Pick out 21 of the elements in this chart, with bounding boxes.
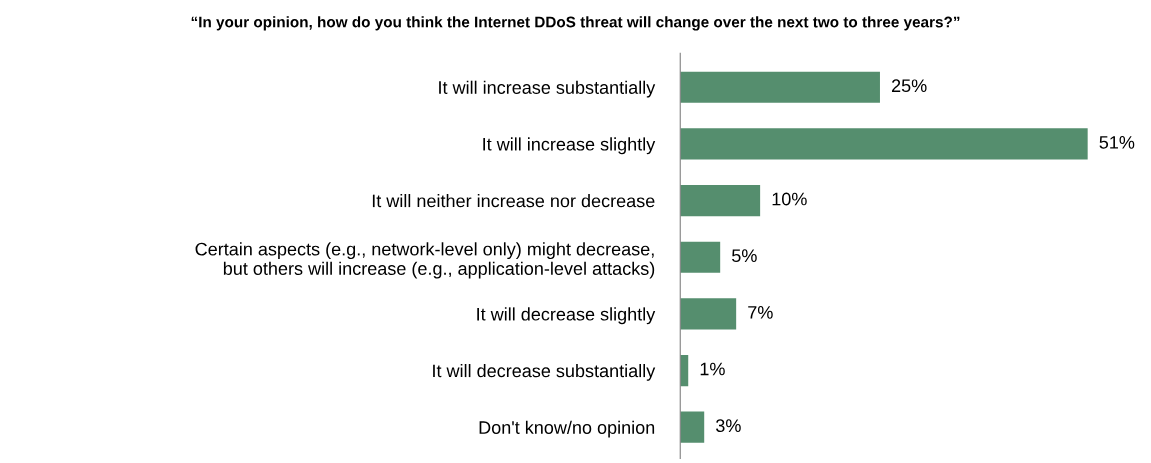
data-label: 5% — [732, 249, 757, 263]
y-tick-label: It will decrease slightly — [477, 307, 656, 325]
y-tick-label: It will increase slightly — [483, 137, 656, 155]
y-tick-label: It will neither increase nor decrease — [372, 194, 655, 208]
bar — [680, 184, 761, 217]
bar — [680, 298, 737, 330]
y-tick-label: It will decrease substantially — [433, 364, 656, 381]
chart-title: “In your opinion, how do you think the Internet DDoS threat will change over the next two to three years?” — [191, 16, 960, 31]
data-label: 3% — [716, 419, 741, 433]
data-label: 10% — [772, 192, 807, 206]
bar — [680, 128, 1088, 160]
y-tick-label: Certain aspects (e.g., network-level only) might decrease, but others will increase (e.g., application-level attacks) — [195, 242, 655, 279]
data-label: 25% — [891, 79, 927, 93]
bar — [680, 71, 880, 103]
y-tick-label: It will increase substantially — [439, 80, 656, 98]
data-label: 1% — [700, 362, 725, 376]
y-tick-label: Don't know/no opinion — [479, 420, 655, 438]
data-label: 7% — [748, 306, 773, 319]
bar — [680, 241, 721, 273]
data-label: 51% — [1099, 136, 1135, 149]
bar — [680, 411, 705, 443]
